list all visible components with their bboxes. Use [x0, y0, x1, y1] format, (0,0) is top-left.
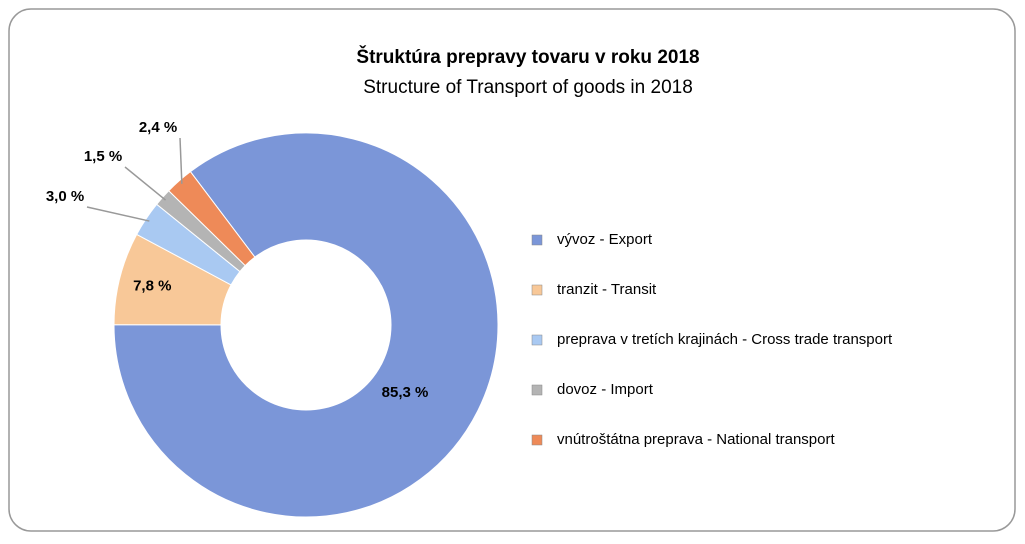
legend-marker	[531, 284, 543, 296]
slice	[113, 132, 499, 518]
legend-marker	[531, 334, 543, 346]
data-label: 7,8 %	[133, 277, 171, 294]
leader-line	[86, 206, 150, 222]
data-label: 1,5 %	[84, 148, 122, 165]
legend-label: vnútroštátna preprava - National transpo…	[557, 431, 835, 448]
leader-line	[124, 166, 167, 201]
legend-marker	[531, 384, 543, 396]
chart-subtitle: Structure of Transport of goods in 2018	[363, 77, 693, 98]
legend-label: dovoz - Import	[557, 381, 654, 398]
legend-marker	[531, 434, 543, 446]
data-label: 85,3 %	[382, 384, 429, 401]
chart-title: Štruktúra prepravy tovaru v roku 2018	[356, 46, 699, 68]
slice	[168, 170, 256, 267]
legend-label: tranzit - Transit	[557, 281, 657, 298]
legend-marker	[531, 234, 543, 246]
legend-label: vývoz - Export	[557, 231, 653, 248]
data-label: 2,4 %	[139, 119, 177, 136]
leader-line	[179, 137, 183, 184]
data-label: 3,0 %	[46, 188, 84, 205]
legend-label: preprava v tretích krajinách - Cross tra…	[557, 331, 893, 348]
